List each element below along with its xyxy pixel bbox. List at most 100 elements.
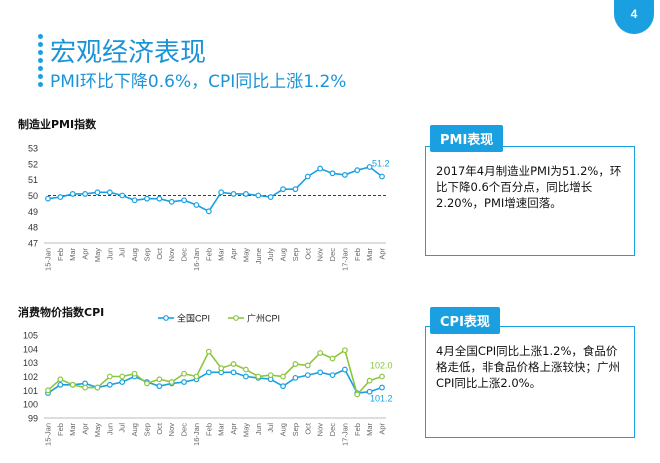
x-tick-label: Oct xyxy=(155,422,164,435)
data-point xyxy=(218,365,225,372)
series-line-b xyxy=(47,348,383,397)
title-decoration-dots xyxy=(36,34,44,90)
x-tick-label: Oct xyxy=(303,247,312,260)
data-point xyxy=(341,366,348,373)
data-point xyxy=(218,189,225,196)
data-point xyxy=(243,373,249,380)
series-line-a xyxy=(47,368,383,394)
x-tick-label: Apr xyxy=(229,422,238,434)
data-point xyxy=(304,173,311,180)
data-point xyxy=(57,376,64,383)
x-tick-label: Nov xyxy=(316,423,325,437)
x-tick-label: Apr xyxy=(378,422,387,434)
cpi-chart-title: 消费物价指数CPI xyxy=(18,306,105,319)
x-tick-label: 15-Jan xyxy=(44,423,53,446)
data-point xyxy=(168,198,175,205)
data-point xyxy=(168,379,175,385)
legend-label: 广州CPI xyxy=(247,313,280,324)
data-point xyxy=(45,387,51,394)
data-point xyxy=(193,202,200,208)
x-tick-label: Apr xyxy=(81,247,90,259)
data-point xyxy=(317,369,324,376)
page-subtitle: PMI环比下降0.6%，CPI同比上涨1.2% xyxy=(50,72,347,92)
x-tick-label: Mar xyxy=(217,423,226,436)
x-tick-label: Mar xyxy=(68,423,77,436)
data-point xyxy=(317,350,324,356)
x-tick-label: Apr xyxy=(81,422,90,434)
pmi-panel-heading: PMI表现 xyxy=(430,125,504,152)
page-number-badge: 4 xyxy=(614,0,654,34)
data-point xyxy=(379,173,385,180)
data-point xyxy=(230,361,237,367)
data-point xyxy=(267,194,274,200)
x-tick-label: Jun xyxy=(105,248,114,260)
data-point xyxy=(366,388,373,395)
data-point xyxy=(230,369,237,376)
page-title: 宏观经济表现 xyxy=(50,38,207,68)
data-point xyxy=(57,381,64,388)
data-point xyxy=(379,373,385,380)
y-tick-label: 99 xyxy=(28,414,38,424)
data-point xyxy=(131,197,138,204)
data-point xyxy=(267,372,274,379)
x-tick-label: 16-Jan xyxy=(192,423,201,446)
data-point xyxy=(230,191,237,197)
x-tick-label: Nov xyxy=(316,248,325,262)
x-tick-label: Sep xyxy=(291,248,300,261)
x-tick-label: Feb xyxy=(353,248,362,261)
data-point xyxy=(94,189,101,196)
y-tick-label: 103 xyxy=(23,358,38,368)
data-point xyxy=(119,379,126,385)
cpi-panel-text: 4月全国CPI同比上涨1.2%，食品价格走低，非食品价格上涨较快；广州CPI同比… xyxy=(436,344,620,390)
data-point xyxy=(69,191,76,197)
data-point xyxy=(69,381,76,388)
x-tick-label: Aug xyxy=(279,248,288,261)
data-point xyxy=(280,383,286,390)
x-tick-label: Aug xyxy=(130,423,139,436)
data-point xyxy=(329,355,336,362)
x-tick-label: Feb xyxy=(204,423,213,436)
guangzhou-cpi-end-label: 102.0 xyxy=(370,361,393,371)
data-point xyxy=(144,380,150,387)
y-tick-label: 49 xyxy=(28,207,38,217)
data-point xyxy=(341,347,348,354)
x-tick-label: May xyxy=(241,248,250,262)
x-tick-label: 15-Jan xyxy=(44,248,53,271)
x-tick-label: Mar xyxy=(365,423,374,436)
data-point xyxy=(106,189,113,196)
x-tick-label: Sep xyxy=(291,423,300,436)
data-point xyxy=(341,172,348,178)
data-point xyxy=(181,370,187,377)
data-point xyxy=(82,384,89,391)
pmi-panel-text: 2017年4月制造业PMI为51.2%，环比下降0.6个百分点，同比增长2.20… xyxy=(436,164,622,210)
legend-swatch-marker xyxy=(233,315,239,321)
data-point xyxy=(304,362,311,369)
data-point xyxy=(280,186,286,193)
x-tick-label: Oct xyxy=(303,422,312,435)
pmi-chart-title: 制造业PMI指数 xyxy=(18,118,97,131)
x-tick-label: Jun xyxy=(105,423,114,435)
y-tick-label: 51 xyxy=(28,175,38,185)
x-tick-label: Feb xyxy=(56,248,65,261)
data-point xyxy=(379,384,385,391)
data-point xyxy=(292,374,299,381)
x-tick-label: Mar xyxy=(217,248,226,261)
legend-swatch-marker xyxy=(163,315,169,321)
data-point xyxy=(255,192,262,199)
data-point xyxy=(205,369,212,376)
x-tick-label: Apr xyxy=(378,247,387,259)
x-tick-label: Dec xyxy=(328,248,337,262)
data-point xyxy=(255,373,262,380)
data-point xyxy=(329,170,336,177)
x-tick-label: Aug xyxy=(279,423,288,436)
data-point xyxy=(106,381,113,388)
data-point xyxy=(354,167,361,174)
y-tick-label: 101 xyxy=(23,386,38,396)
y-tick-label: 100 xyxy=(23,400,38,410)
pmi-panel-box: 2017年4月制造业PMI为51.2%，环比下降0.6个百分点，同比增长2.20… xyxy=(425,146,635,256)
legend-label: 全国CPI xyxy=(177,313,210,324)
x-tick-label: Jun xyxy=(254,423,263,435)
x-tick-label: Feb xyxy=(204,248,213,261)
